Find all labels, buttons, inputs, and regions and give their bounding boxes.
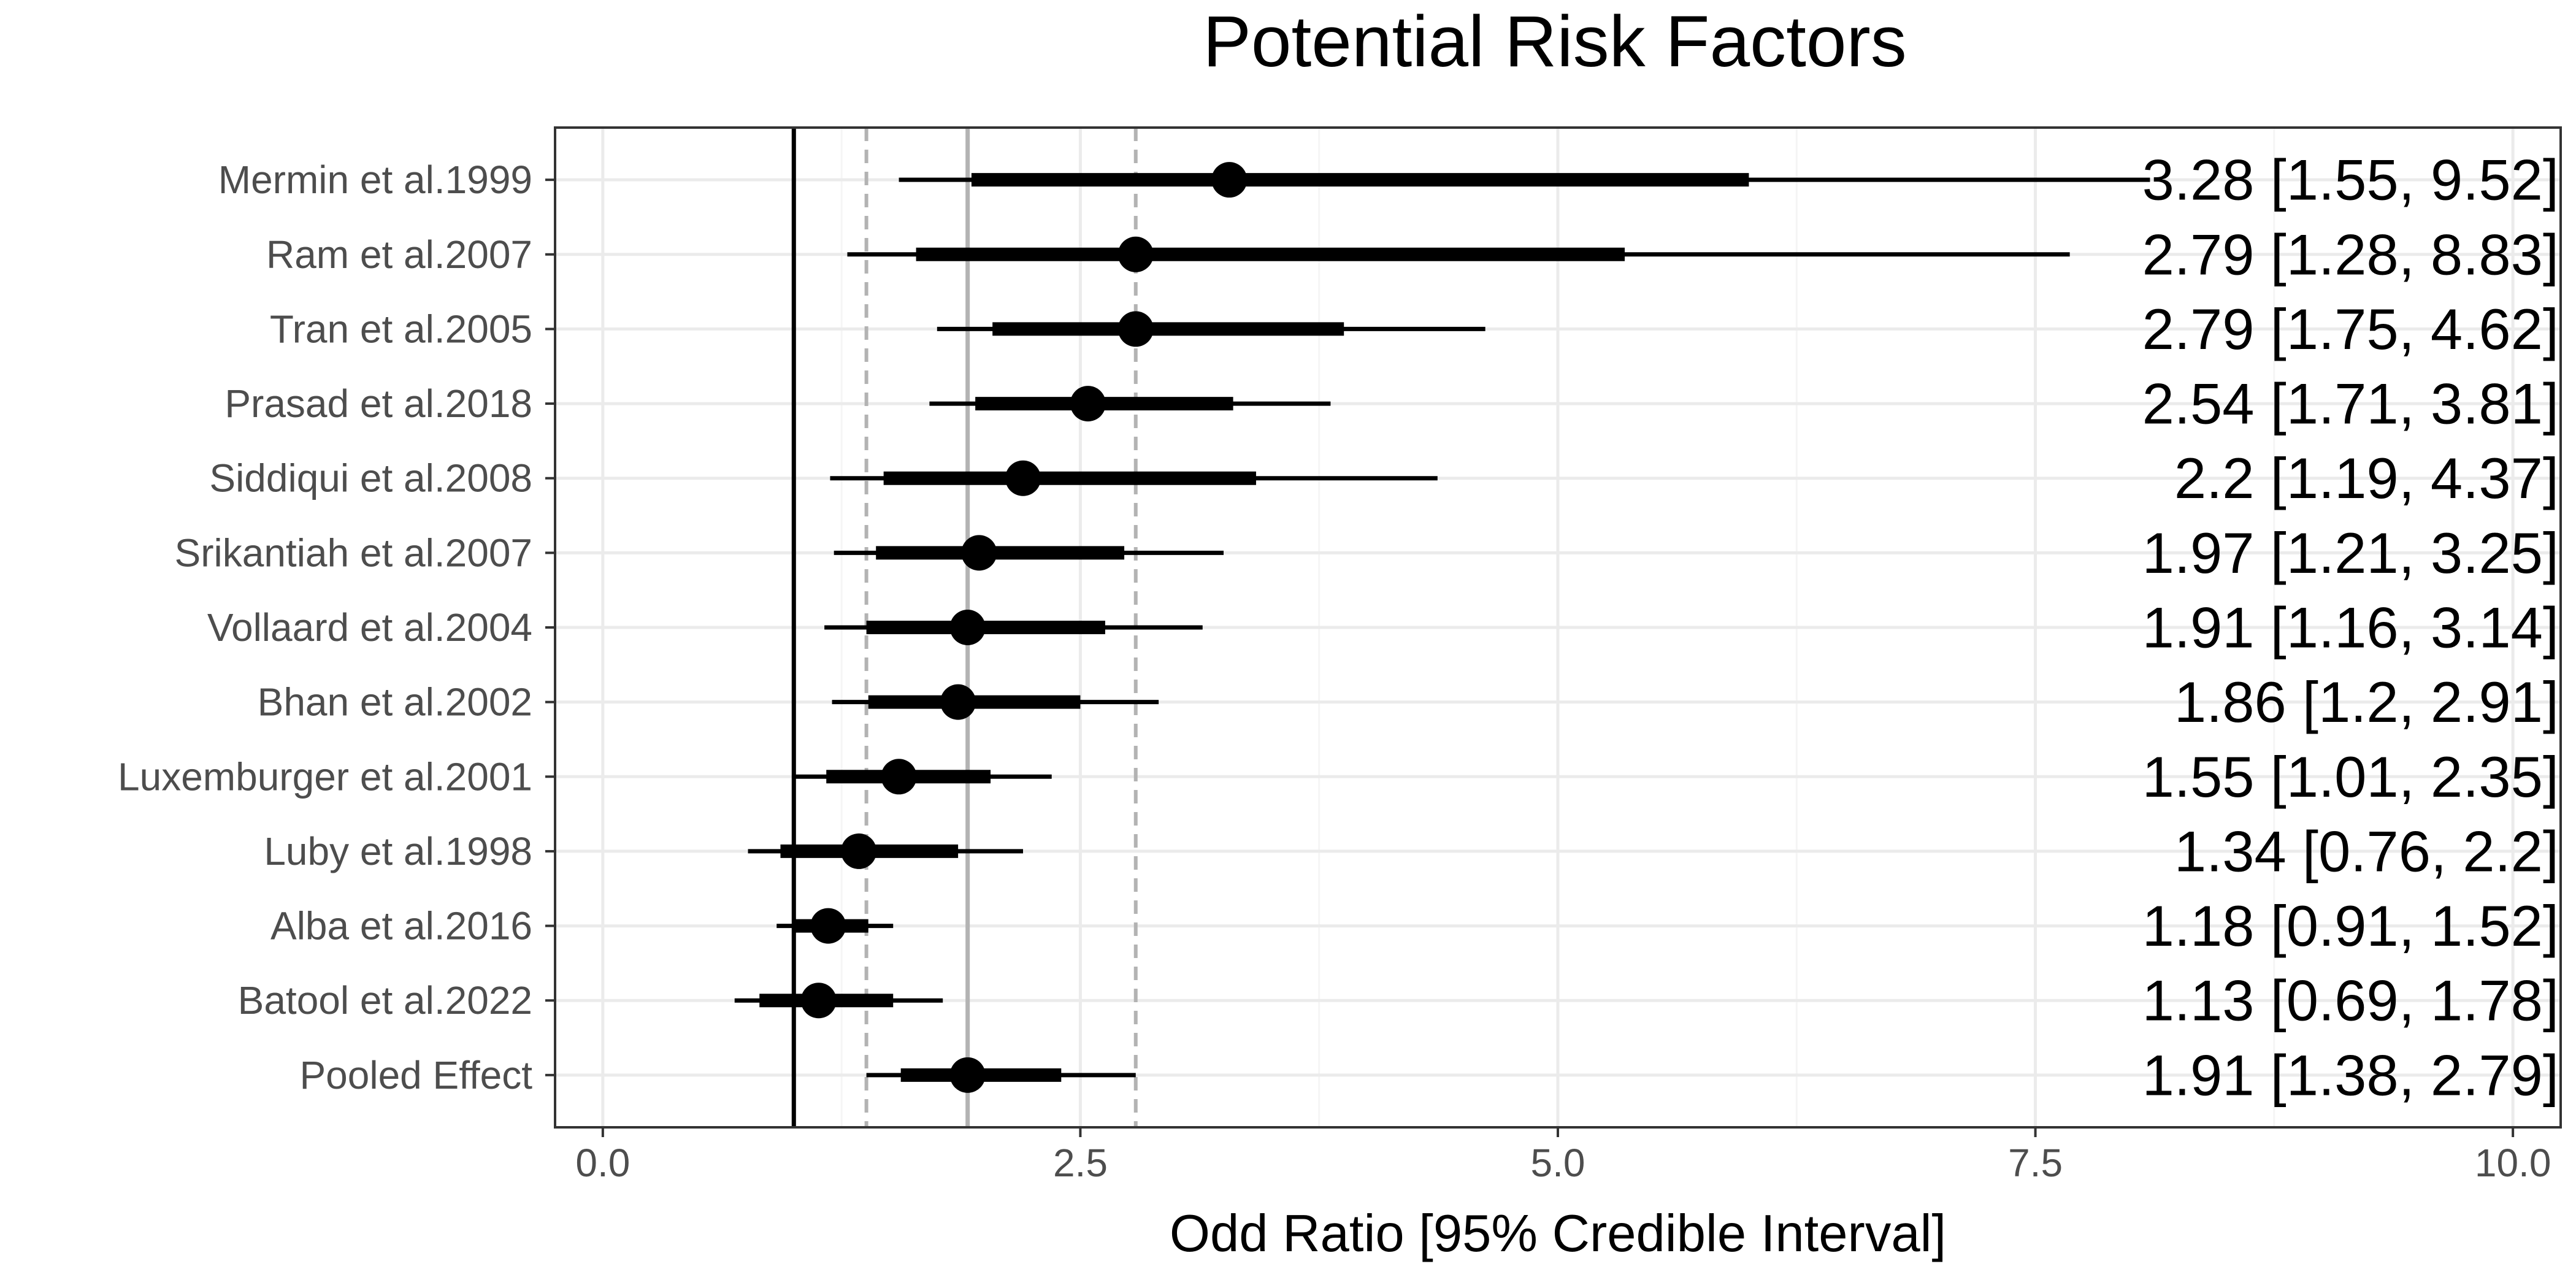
point-estimate: [1211, 162, 1248, 198]
point-estimate: [949, 1057, 986, 1093]
point-estimate: [810, 908, 846, 944]
study-row-marks: [866, 1057, 1136, 1093]
x-tick-label: 10.0: [2475, 1141, 2551, 1185]
study-label: Pooled Effect: [299, 1053, 532, 1097]
value-label: 1.91 [1.16, 3.14]: [2142, 596, 2559, 660]
study-row-marks: [776, 908, 894, 944]
x-axis: 0.0 2.5 5.0 7.5 10.0: [545, 178, 2551, 1185]
study-label: Vollaard et al.2004: [207, 605, 532, 650]
study-label: Siddiqui et al.2008: [209, 456, 532, 500]
value-label: 2.79 [1.75, 4.62]: [2142, 297, 2559, 361]
value-label: 1.13 [0.69, 1.78]: [2142, 968, 2559, 1033]
value-label: 2.79 [1.28, 8.83]: [2142, 222, 2559, 286]
study-label: Tran et al.2005: [270, 307, 532, 351]
study-label: Srikantiah et al.2007: [175, 531, 533, 575]
study-row-marks: [795, 759, 1052, 795]
study-label: Luxemburger et al.2001: [118, 754, 532, 799]
point-estimate: [940, 684, 976, 720]
x-axis-title: Odd Ratio [95% Credible Interval]: [1170, 1205, 1946, 1263]
study-row-marks: [832, 684, 1159, 720]
x-tick-label: 7.5: [2008, 1141, 2063, 1185]
point-estimate: [1117, 236, 1154, 272]
value-label: 1.86 [1.2, 2.91]: [2174, 670, 2559, 734]
point-estimate: [800, 983, 837, 1019]
study-label: Ram et al.2007: [266, 232, 532, 277]
study-row-marks: [937, 311, 1485, 347]
study-label: Batool et al.2022: [238, 978, 532, 1022]
study-label: Alba et al.2016: [270, 904, 532, 948]
plot-panel: [554, 126, 2562, 1129]
study-row-marks: [824, 610, 1203, 645]
study-label: Luby et al.1998: [264, 829, 532, 873]
value-label: 1.34 [0.76, 2.2]: [2174, 819, 2559, 883]
value-label: 1.91 [1.38, 2.79]: [2142, 1043, 2559, 1107]
study-row-marks: [748, 833, 1023, 869]
x-tick-label: 5.0: [1531, 1141, 1585, 1185]
study-row-marks: [834, 535, 1224, 571]
study-row-marks: [734, 983, 943, 1019]
value-label: 2.54 [1.71, 3.81]: [2142, 372, 2559, 436]
study-row-marks: [899, 162, 2150, 198]
study-row-marks: [847, 236, 2070, 272]
point-estimate: [961, 535, 997, 571]
study-label: Bhan et al.2002: [258, 680, 532, 724]
point-estimate: [1117, 311, 1154, 347]
value-label: 3.28 [1.55, 9.52]: [2142, 148, 2559, 212]
point-estimate: [1070, 386, 1106, 422]
point-estimate: [841, 833, 877, 869]
point-estimate: [1005, 460, 1041, 496]
study-row-marks: [929, 386, 1331, 422]
value-label: 1.55 [1.01, 2.35]: [2142, 745, 2559, 809]
value-label: 1.18 [0.91, 1.52]: [2142, 894, 2559, 958]
value-label: 2.2 [1.19, 4.37]: [2174, 446, 2559, 510]
interval-marks: [734, 162, 2150, 1093]
chart-title: Potential Risk Factors: [1203, 1, 1907, 82]
x-tick-label: 2.5: [1053, 1141, 1108, 1185]
study-labels: Mermin et al.1999 Ram et al.2007 Tran et a…: [118, 158, 532, 1097]
value-labels: 3.28 [1.55, 9.52] 2.79 [1.28, 8.83] 2.79 […: [2142, 148, 2559, 1108]
point-estimate: [881, 759, 917, 795]
study-row-marks: [830, 460, 1438, 496]
study-label: Prasad et al.2018: [224, 381, 532, 426]
point-estimate: [949, 610, 986, 645]
x-tick-label: 0.0: [575, 1141, 630, 1185]
value-label: 1.97 [1.21, 3.25]: [2142, 521, 2559, 585]
study-label: Mermin et al.1999: [218, 158, 532, 202]
